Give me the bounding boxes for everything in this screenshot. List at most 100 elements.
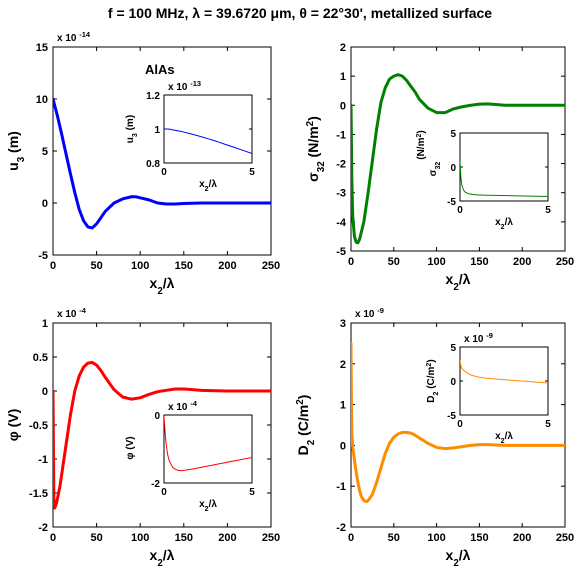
panel3-ytick-label: -0.5	[29, 420, 48, 432]
panel4-xtick-label: 50	[388, 532, 400, 544]
panel4-xtick-label: 200	[513, 532, 531, 544]
panel4-series-line	[351, 341, 565, 504]
panel4-xtick-label: 100	[427, 532, 445, 544]
panel1-xtick-label: 250	[262, 260, 280, 272]
panel3-inset-ytick-label: -2	[151, 479, 160, 490]
panel3-inset-y-axis-label: φ (V)	[125, 436, 136, 459]
panel1-inset-ytick-label: 1	[154, 125, 160, 136]
panel2-inset-series-line	[460, 161, 548, 197]
panel3-xtick-label: 50	[90, 532, 102, 544]
panel4-ytick-label: -2	[336, 522, 346, 534]
panel2-inset-xtick-label: 5	[545, 205, 551, 216]
panel2-xtick-label: 250	[556, 256, 574, 268]
panel3-ytick-label: -1	[38, 454, 48, 466]
panel1-xtick-label: 200	[218, 260, 236, 272]
panel1-inset-ytick-label: 0.8	[146, 159, 160, 170]
panel4-inset-ytick-label: 0	[450, 377, 456, 388]
panel1-ytick-label: 5	[42, 146, 48, 158]
panel2-inset-xtick-label: 0	[457, 205, 463, 216]
panel4-inset-exponent-label: x 10 -9	[464, 331, 493, 346]
panel3-inset-frame	[163, 414, 253, 484]
panel2-ytick-label: 2	[340, 42, 346, 54]
panel4-inset-x-axis-label: x2/λ	[495, 431, 513, 445]
panel2-inset-frame	[459, 132, 549, 202]
panel1-inset-x-axis-label: x2/λ	[199, 179, 217, 193]
panel2-inset-y-axis-unit: (N/m2)	[416, 130, 428, 159]
panel1-series-line	[53, 97, 271, 230]
panel1-ytick-label: 15	[36, 42, 48, 54]
panel1-xtick-label: 100	[131, 260, 149, 272]
panel1-inset-xtick-label: 0	[161, 167, 167, 178]
panel1-ytick-label: -5	[38, 250, 48, 262]
panel2-ytick-label: 0	[340, 100, 346, 112]
panel1-xtick-label: 0	[50, 260, 56, 272]
panel1-inset-series-line	[164, 128, 252, 154]
panel4-inset-ytick-label: 5	[450, 343, 456, 354]
panel2-xtick-label: 150	[470, 256, 488, 268]
panel1-xtick-label: 150	[175, 260, 193, 272]
panel3-xtick-label: 150	[175, 532, 193, 544]
panel1-x-axis-label: x2/λ	[150, 275, 175, 297]
panel3-inset-series-line	[164, 416, 252, 472]
panel1-material-label: AlAs	[145, 62, 175, 77]
panel2-xtick-label: 100	[427, 256, 445, 268]
panel1-ytick-label: 0	[42, 198, 48, 210]
panel4-inset-xtick-label: 0	[457, 419, 463, 430]
panel1-inset-ytick-label: 1.2	[146, 91, 160, 102]
panel2-inset-ytick-label: 5	[450, 129, 456, 140]
panel4-ytick-label: 0	[340, 440, 346, 452]
panel1-inset-exponent-label: x 10 -13	[168, 79, 201, 94]
panel2-ytick-label: -2	[336, 159, 346, 171]
panel3-xtick-label: 200	[218, 532, 236, 544]
panel3-ytick-label: -1.5	[29, 488, 48, 500]
panel1-inset-axes: 0 5 0.8 1 1.2 x2/λ u3 (m) x 10 -13	[125, 79, 255, 193]
panel1-ytick-label: 10	[36, 94, 48, 106]
panel4-inset-frame	[459, 346, 549, 416]
panel4-ytick-label: 3	[340, 318, 346, 330]
panel2-inset-y-axis-label: σ32	[428, 162, 442, 177]
panel3-x-axis-label: x2/λ	[150, 547, 175, 569]
panel2-inset-x-axis-label: x2/λ	[495, 217, 513, 231]
panel3-xtick-label: 250	[262, 532, 280, 544]
panel4-ytick-label: 2	[340, 359, 346, 371]
panel3-inset-exponent-label: x 10 -4	[168, 399, 198, 414]
panel1-exponent-label: x 10 -14	[57, 30, 91, 45]
panel2-series-line	[351, 73, 565, 245]
panel2-ytick-label: -1	[336, 129, 346, 141]
panel2-ytick-label: -3	[336, 188, 346, 200]
panel3-y-axis-label: φ (V)	[5, 409, 21, 442]
panel4-ytick-label: -1	[336, 481, 346, 493]
panel4-exponent-label: x 10 -9	[355, 306, 384, 321]
panel2-xtick-label: 50	[388, 256, 400, 268]
panel3-series-line	[53, 360, 271, 510]
panel1-inset-xtick-label: 5	[249, 167, 255, 178]
panel1-inset-frame	[163, 94, 253, 164]
panel3-ytick-label: 0	[42, 386, 48, 398]
panel2-inset-ytick-label: -5	[447, 197, 456, 208]
panel3-ytick-label: 0.5	[33, 352, 48, 364]
panel4-xtick-label: 150	[470, 532, 488, 544]
panel4-ytick-label: 1	[340, 400, 346, 412]
panel1-inset-y-axis-label: u3 (m)	[125, 115, 139, 143]
panel4-y-axis-label: D2 (C/m2)	[295, 395, 317, 456]
panel1-y-axis-label: u3 (m)	[5, 131, 27, 171]
panel3-xtick-label: 0	[50, 532, 56, 544]
panel2-inset-ytick-label: 0	[450, 163, 456, 174]
panel3-xtick-label: 100	[131, 532, 149, 544]
panel3-ytick-label: -2	[38, 522, 48, 534]
panel3-inset-xtick-label: 5	[249, 487, 255, 498]
panel3-exponent-label: x 10 -4	[57, 306, 87, 321]
panel2-ytick-label: -4	[336, 217, 347, 229]
panel4-xtick-label: 250	[556, 532, 574, 544]
panel4-inset-y-axis-label: D2 (C/m2)	[426, 359, 440, 402]
panel2-ytick-label: -5	[336, 246, 346, 258]
panel2-xtick-label: 0	[348, 256, 354, 268]
panel3-inset-x-axis-label: x2/λ	[199, 499, 217, 513]
panel3-ytick-label: 1	[42, 318, 48, 330]
panel2-ytick-label: 1	[340, 71, 346, 83]
panel4-x-axis-label: x2/λ	[446, 547, 471, 569]
